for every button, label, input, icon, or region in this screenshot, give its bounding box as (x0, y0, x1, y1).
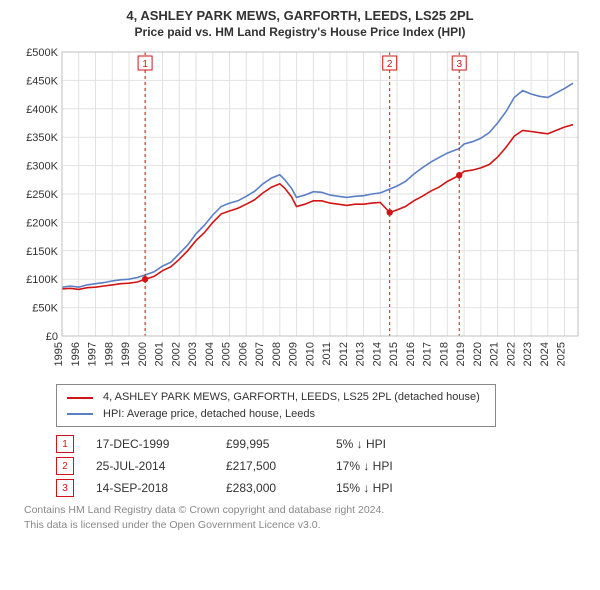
svg-text:2019: 2019 (455, 342, 467, 366)
legend-box: 4, ASHLEY PARK MEWS, GARFORTH, LEEDS, LS… (56, 384, 496, 427)
transaction-marker-1: 1 (56, 435, 74, 453)
svg-text:2010: 2010 (304, 342, 316, 366)
svg-text:£50K: £50K (32, 303, 58, 315)
price-chart-svg: £0 £50K £100K £150K £200K £250K £300K £350K £400… (12, 46, 588, 376)
legend-row: 4, ASHLEY PARK MEWS, GARFORTH, LEEDS, LS… (67, 389, 485, 406)
svg-text:2025: 2025 (556, 342, 568, 366)
legend-label: 4, ASHLEY PARK MEWS, GARFORTH, LEEDS, LS… (103, 389, 480, 406)
svg-text:2011: 2011 (321, 342, 333, 366)
svg-text:£400K: £400K (26, 104, 58, 116)
svg-text:2003: 2003 (187, 342, 199, 366)
svg-text:£150K: £150K (26, 246, 58, 258)
transaction-row: 3 14-SEP-2018 £283,000 15% ↓ HPI (56, 479, 588, 497)
svg-text:£300K: £300K (26, 161, 58, 173)
attribution-line: Contains HM Land Registry data © Crown c… (24, 503, 588, 517)
svg-text:2006: 2006 (237, 342, 249, 366)
svg-text:1996: 1996 (70, 342, 82, 366)
svg-text:3: 3 (456, 59, 462, 70)
svg-text:2013: 2013 (355, 342, 367, 366)
svg-text:£100K: £100K (26, 275, 58, 287)
transaction-row: 1 17-DEC-1999 £99,995 5% ↓ HPI (56, 435, 588, 453)
svg-text:2015: 2015 (388, 342, 400, 366)
legend-label: HPI: Average price, detached house, Leed… (103, 406, 315, 423)
transaction-date: 17-DEC-1999 (96, 437, 226, 451)
price-chart: £0 £50K £100K £150K £200K £250K £300K £350K £400… (12, 46, 588, 376)
svg-text:£200K: £200K (26, 218, 58, 230)
svg-text:2004: 2004 (204, 342, 216, 366)
transaction-price: £99,995 (226, 437, 336, 451)
svg-text:2023: 2023 (522, 342, 534, 366)
svg-text:2005: 2005 (221, 342, 233, 366)
svg-text:1997: 1997 (87, 342, 99, 366)
svg-text:£450K: £450K (26, 76, 58, 88)
page-title: 4, ASHLEY PARK MEWS, GARFORTH, LEEDS, LS… (12, 8, 588, 25)
svg-text:2000: 2000 (137, 342, 149, 366)
attribution-line: This data is licensed under the Open Gov… (24, 518, 588, 532)
transaction-hpi: 17% ↓ HPI (336, 459, 466, 473)
transaction-marker-2: 2 (56, 457, 74, 475)
svg-text:2021: 2021 (489, 342, 501, 366)
transaction-date: 25-JUL-2014 (96, 459, 226, 473)
transaction-hpi: 5% ↓ HPI (336, 437, 466, 451)
transaction-row: 2 25-JUL-2014 £217,500 17% ↓ HPI (56, 457, 588, 475)
transaction-date: 14-SEP-2018 (96, 481, 226, 495)
legend-swatch-hpi (67, 413, 93, 415)
transaction-price: £217,500 (226, 459, 336, 473)
svg-text:2018: 2018 (438, 342, 450, 366)
svg-text:2001: 2001 (154, 342, 166, 366)
svg-text:£500K: £500K (26, 47, 58, 59)
svg-text:£0: £0 (46, 331, 58, 343)
svg-text:1998: 1998 (103, 342, 115, 366)
svg-text:£350K: £350K (26, 133, 58, 145)
svg-text:1999: 1999 (120, 342, 132, 366)
svg-text:1995: 1995 (53, 342, 65, 366)
attribution: Contains HM Land Registry data © Crown c… (24, 503, 588, 531)
svg-text:2: 2 (387, 59, 393, 70)
transaction-marker-3: 3 (56, 479, 74, 497)
svg-text:2017: 2017 (422, 342, 434, 366)
svg-text:£250K: £250K (26, 189, 58, 201)
transaction-hpi: 15% ↓ HPI (336, 481, 466, 495)
svg-text:2014: 2014 (371, 342, 383, 366)
transaction-price: £283,000 (226, 481, 336, 495)
page-subtitle: Price paid vs. HM Land Registry's House … (12, 25, 588, 41)
svg-text:2020: 2020 (472, 342, 484, 366)
svg-text:2008: 2008 (271, 342, 283, 366)
legend-row: HPI: Average price, detached house, Leed… (67, 406, 485, 423)
svg-text:2022: 2022 (505, 342, 517, 366)
svg-text:2012: 2012 (338, 342, 350, 366)
svg-text:2024: 2024 (539, 342, 551, 366)
svg-text:2016: 2016 (405, 342, 417, 366)
svg-text:2002: 2002 (170, 342, 182, 366)
svg-text:2009: 2009 (288, 342, 300, 366)
svg-text:1: 1 (142, 59, 148, 70)
legend-swatch-property (67, 397, 93, 399)
svg-text:2007: 2007 (254, 342, 266, 366)
